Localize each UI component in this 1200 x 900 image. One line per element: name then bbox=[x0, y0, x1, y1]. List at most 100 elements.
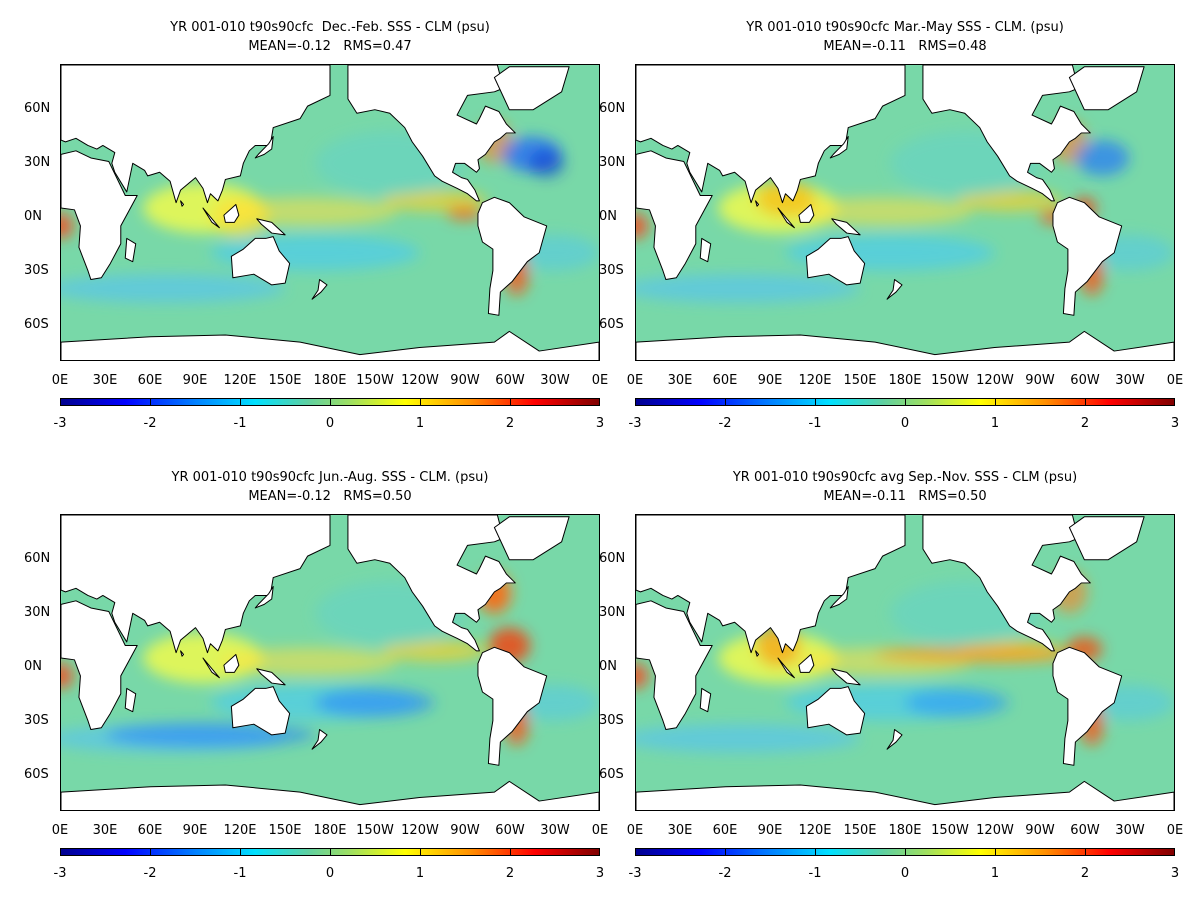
anomaly-region bbox=[382, 640, 487, 662]
landmass bbox=[223, 203, 240, 223]
longitude-label: 120W bbox=[401, 823, 439, 838]
landmass bbox=[777, 657, 795, 679]
latitude-label: 0N bbox=[599, 659, 617, 674]
landmass bbox=[180, 200, 185, 207]
longitude-label: 0E bbox=[591, 823, 609, 838]
landmass bbox=[61, 515, 331, 654]
longitude-label: 0E bbox=[626, 823, 644, 838]
anomaly-region bbox=[61, 213, 73, 239]
latitude-label: 60N bbox=[599, 101, 626, 116]
landmass bbox=[61, 65, 331, 204]
colorbar-tick bbox=[1085, 848, 1086, 856]
landmass bbox=[755, 200, 760, 207]
colorbar-tick bbox=[240, 848, 241, 856]
longitude-label: 60W bbox=[495, 373, 525, 388]
landmass bbox=[829, 136, 849, 159]
anomaly-region bbox=[636, 213, 648, 239]
colorbar-label: 1 bbox=[990, 416, 1000, 431]
panel-title: YR 001-010 t90s90cfc Jun.-Aug. SSS - CLM… bbox=[171, 470, 489, 485]
sss-anomaly-map bbox=[635, 64, 1175, 361]
latitude-label: 30N bbox=[599, 605, 626, 620]
colorbar-tick bbox=[60, 848, 61, 856]
colorbar-tick bbox=[1085, 398, 1086, 406]
colorbar-label: 0 bbox=[900, 866, 910, 881]
longitude-label: 150E bbox=[268, 373, 302, 388]
colorbar-tick bbox=[330, 398, 331, 406]
longitude-label: 60E bbox=[137, 373, 163, 388]
colorbar-tick bbox=[995, 398, 996, 406]
colorbar-label: 2 bbox=[505, 866, 515, 881]
colorbar-label: 2 bbox=[505, 416, 515, 431]
colorbar-label: -2 bbox=[718, 866, 732, 881]
colorbar-label: 3 bbox=[595, 866, 605, 881]
colorbar-label: -2 bbox=[718, 416, 732, 431]
colorbar-tick bbox=[635, 848, 636, 856]
panel-title: YR 001-010 t90s90cfc Mar.-May SSS - CLM.… bbox=[746, 20, 1064, 35]
latitude-label: 60S bbox=[599, 767, 624, 782]
colorbar-label: 3 bbox=[1170, 866, 1180, 881]
colorbar-label: -1 bbox=[233, 866, 247, 881]
map-canvas bbox=[636, 65, 1174, 360]
colorbar-label: 1 bbox=[415, 416, 425, 431]
landmass bbox=[223, 653, 240, 673]
colorbar-label: 2 bbox=[1080, 866, 1090, 881]
landmass bbox=[61, 330, 599, 360]
panel-title: YR 001-010 t90s90cfc avg Sep.-Nov. SSS -… bbox=[732, 470, 1078, 485]
landmass bbox=[1068, 516, 1145, 561]
colorbar-label: -3 bbox=[628, 416, 642, 431]
colorbar-tick bbox=[905, 398, 906, 406]
longitude-label: 180E bbox=[313, 373, 347, 388]
latitude-label: 30S bbox=[599, 713, 624, 728]
landmass bbox=[124, 687, 137, 713]
panel-stats: MEAN=-0.11 RMS=0.50 bbox=[823, 489, 987, 504]
anomaly-region bbox=[875, 645, 1085, 664]
longitude-label: 30E bbox=[667, 373, 693, 388]
anomaly-region bbox=[957, 190, 1062, 212]
anomaly-region bbox=[446, 206, 483, 221]
latitude-label: 60N bbox=[24, 101, 51, 116]
landmass bbox=[636, 600, 713, 731]
longitude-label: 30W bbox=[1115, 823, 1145, 838]
colorbar-label: -1 bbox=[808, 416, 822, 431]
colorbar-label: 2 bbox=[1080, 416, 1090, 431]
longitude-label: 30W bbox=[540, 823, 570, 838]
colorbar-label: -3 bbox=[53, 866, 67, 881]
colorbar-tick bbox=[150, 398, 151, 406]
latitude-label: 30S bbox=[24, 263, 49, 278]
longitude-label: 60W bbox=[1070, 823, 1100, 838]
longitude-label: 0E bbox=[626, 373, 644, 388]
landmass bbox=[886, 729, 903, 750]
landmass bbox=[777, 207, 795, 229]
landmass bbox=[202, 207, 220, 229]
landmass bbox=[180, 650, 185, 657]
colorbar-tick bbox=[599, 848, 600, 856]
longitude-label: 60W bbox=[495, 823, 525, 838]
longitude-label: 60E bbox=[137, 823, 163, 838]
longitude-label: 0E bbox=[51, 823, 69, 838]
landmass bbox=[311, 279, 328, 300]
longitude-label: 150E bbox=[268, 823, 302, 838]
colorbar-tick bbox=[905, 848, 906, 856]
longitude-label: 120W bbox=[976, 823, 1014, 838]
landmass bbox=[798, 203, 815, 223]
colorbar-tick bbox=[60, 398, 61, 406]
colorbar-label: -2 bbox=[143, 416, 157, 431]
longitude-label: 30E bbox=[667, 823, 693, 838]
longitude-label: 90E bbox=[757, 823, 783, 838]
landmass bbox=[699, 237, 712, 263]
longitude-label: 60E bbox=[712, 823, 738, 838]
latitude-label: 0N bbox=[24, 209, 42, 224]
colorbar-tick bbox=[815, 398, 816, 406]
longitude-label: 0E bbox=[1166, 373, 1184, 388]
colorbar-tick bbox=[420, 848, 421, 856]
landmass bbox=[256, 668, 286, 686]
anomaly-region bbox=[755, 181, 816, 217]
longitude-label: 180E bbox=[888, 373, 922, 388]
landmass bbox=[493, 516, 570, 561]
latitude-label: 0N bbox=[24, 659, 42, 674]
latitude-label: 30N bbox=[24, 155, 51, 170]
landmass bbox=[636, 65, 906, 204]
sss-anomaly-map bbox=[635, 514, 1175, 811]
latitude-label: 60S bbox=[24, 767, 49, 782]
longitude-label: 150W bbox=[931, 823, 969, 838]
